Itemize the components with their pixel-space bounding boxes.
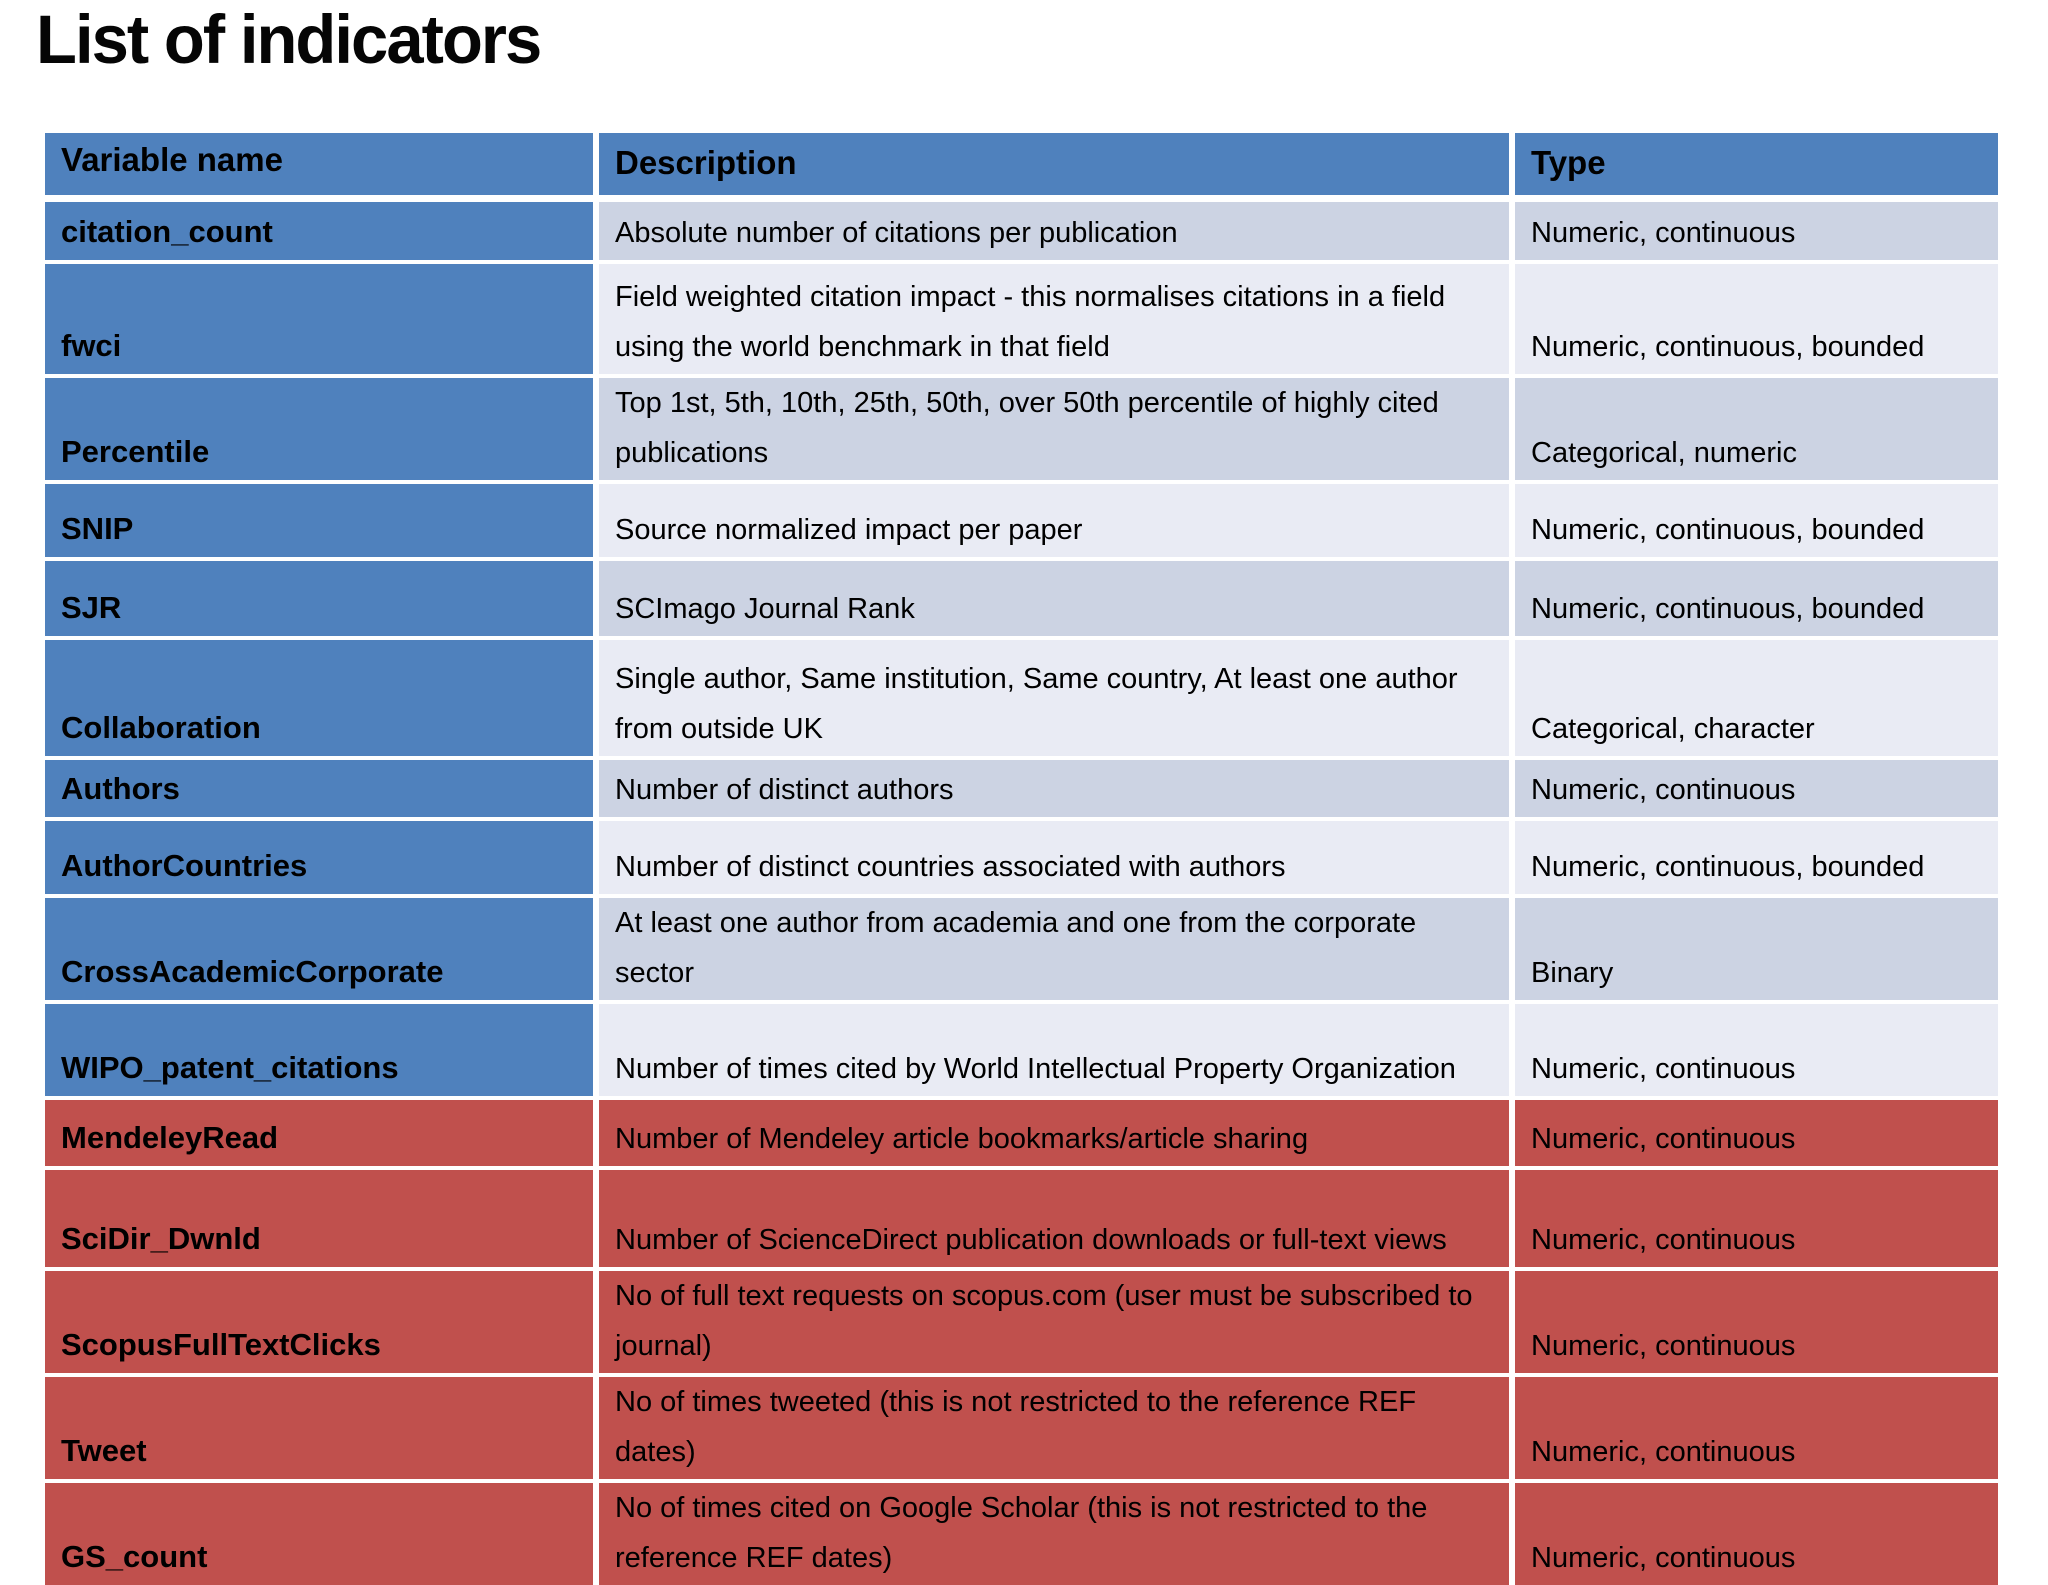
indicators-table: Variable name Description Type citation_…	[45, 133, 1998, 1585]
variable-name-cell: Authors	[45, 760, 593, 817]
variable-name-cell: SciDir_Dwnld	[45, 1170, 593, 1267]
variable-name-cell: Tweet	[45, 1377, 593, 1479]
table-row: SNIP Source normalized impact per paper …	[45, 484, 1998, 557]
variable-name-cell: citation_count	[45, 202, 593, 260]
description-cell: Number of ScienceDirect publication down…	[599, 1170, 1509, 1267]
description-cell: Number of Mendeley article bookmarks/art…	[599, 1100, 1509, 1166]
description-cell: Number of distinct authors	[599, 760, 1509, 817]
table-row: Tweet No of times tweeted (this is not r…	[45, 1377, 1998, 1479]
type-cell: Binary	[1515, 898, 1998, 1000]
description-cell: No of full text requests on scopus.com (…	[599, 1271, 1509, 1373]
type-cell: Numeric, continuous, bounded	[1515, 561, 1998, 636]
type-cell: Numeric, continuous	[1515, 1100, 1998, 1166]
table-header-row: Variable name Description Type	[45, 133, 1998, 195]
type-cell: Numeric, continuous, bounded	[1515, 484, 1998, 557]
table-row: MendeleyRead Number of Mendeley article …	[45, 1100, 1998, 1166]
variable-name-cell: AuthorCountries	[45, 821, 593, 894]
table-row: AuthorCountries Number of distinct count…	[45, 821, 1998, 894]
variable-name-cell: SJR	[45, 561, 593, 636]
page-title: List of indicators	[36, 1, 542, 78]
description-cell: Number of times cited by World Intellect…	[599, 1004, 1509, 1096]
variable-name-cell: Percentile	[45, 378, 593, 480]
table-row: SJR SCImago Journal Rank Numeric, contin…	[45, 561, 1998, 636]
table-row: SciDir_Dwnld Number of ScienceDirect pub…	[45, 1170, 1998, 1267]
table-row: Percentile Top 1st, 5th, 10th, 25th, 50t…	[45, 378, 1998, 480]
table-row: WIPO_patent_citations Number of times ci…	[45, 1004, 1998, 1096]
description-cell: Single author, Same institution, Same co…	[599, 640, 1509, 756]
table-row: GS_count No of times cited on Google Sch…	[45, 1483, 1998, 1585]
table-row: ScopusFullTextClicks No of full text req…	[45, 1271, 1998, 1373]
type-cell: Categorical, numeric	[1515, 378, 1998, 480]
description-cell: At least one author from academia and on…	[599, 898, 1509, 1000]
type-cell: Numeric, continuous	[1515, 1170, 1998, 1267]
description-cell: Absolute number of citations per publica…	[599, 202, 1509, 260]
table-row: citation_count Absolute number of citati…	[45, 202, 1998, 260]
table-row: Collaboration Single author, Same instit…	[45, 640, 1998, 756]
type-cell: Numeric, continuous, bounded	[1515, 821, 1998, 894]
variable-name-cell: fwci	[45, 264, 593, 374]
table-row: fwci Field weighted citation impact - th…	[45, 264, 1998, 374]
column-header-variable-name: Variable name	[45, 133, 593, 195]
variable-name-cell: WIPO_patent_citations	[45, 1004, 593, 1096]
type-cell: Numeric, continuous	[1515, 1377, 1998, 1479]
type-cell: Numeric, continuous	[1515, 760, 1998, 817]
type-cell: Numeric, continuous	[1515, 1271, 1998, 1373]
variable-name-cell: GS_count	[45, 1483, 593, 1585]
description-cell: Top 1st, 5th, 10th, 25th, 50th, over 50t…	[599, 378, 1509, 480]
column-header-type: Type	[1515, 133, 1998, 195]
type-cell: Numeric, continuous, bounded	[1515, 264, 1998, 374]
description-cell: Source normalized impact per paper	[599, 484, 1509, 557]
table-row: Authors Number of distinct authors Numer…	[45, 760, 1998, 817]
column-header-description: Description	[599, 133, 1509, 195]
variable-name-cell: SNIP	[45, 484, 593, 557]
variable-name-cell: ScopusFullTextClicks	[45, 1271, 593, 1373]
description-cell: No of times tweeted (this is not restric…	[599, 1377, 1509, 1479]
type-cell: Categorical, character	[1515, 640, 1998, 756]
type-cell: Numeric, continuous	[1515, 202, 1998, 260]
description-cell: SCImago Journal Rank	[599, 561, 1509, 636]
description-cell: No of times cited on Google Scholar (thi…	[599, 1483, 1509, 1585]
table-row: CrossAcademicCorporate At least one auth…	[45, 898, 1998, 1000]
variable-name-cell: CrossAcademicCorporate	[45, 898, 593, 1000]
description-cell: Field weighted citation impact - this no…	[599, 264, 1509, 374]
variable-name-cell: MendeleyRead	[45, 1100, 593, 1166]
variable-name-cell: Collaboration	[45, 640, 593, 756]
type-cell: Numeric, continuous	[1515, 1004, 1998, 1096]
type-cell: Numeric, continuous	[1515, 1483, 1998, 1585]
description-cell: Number of distinct countries associated …	[599, 821, 1509, 894]
